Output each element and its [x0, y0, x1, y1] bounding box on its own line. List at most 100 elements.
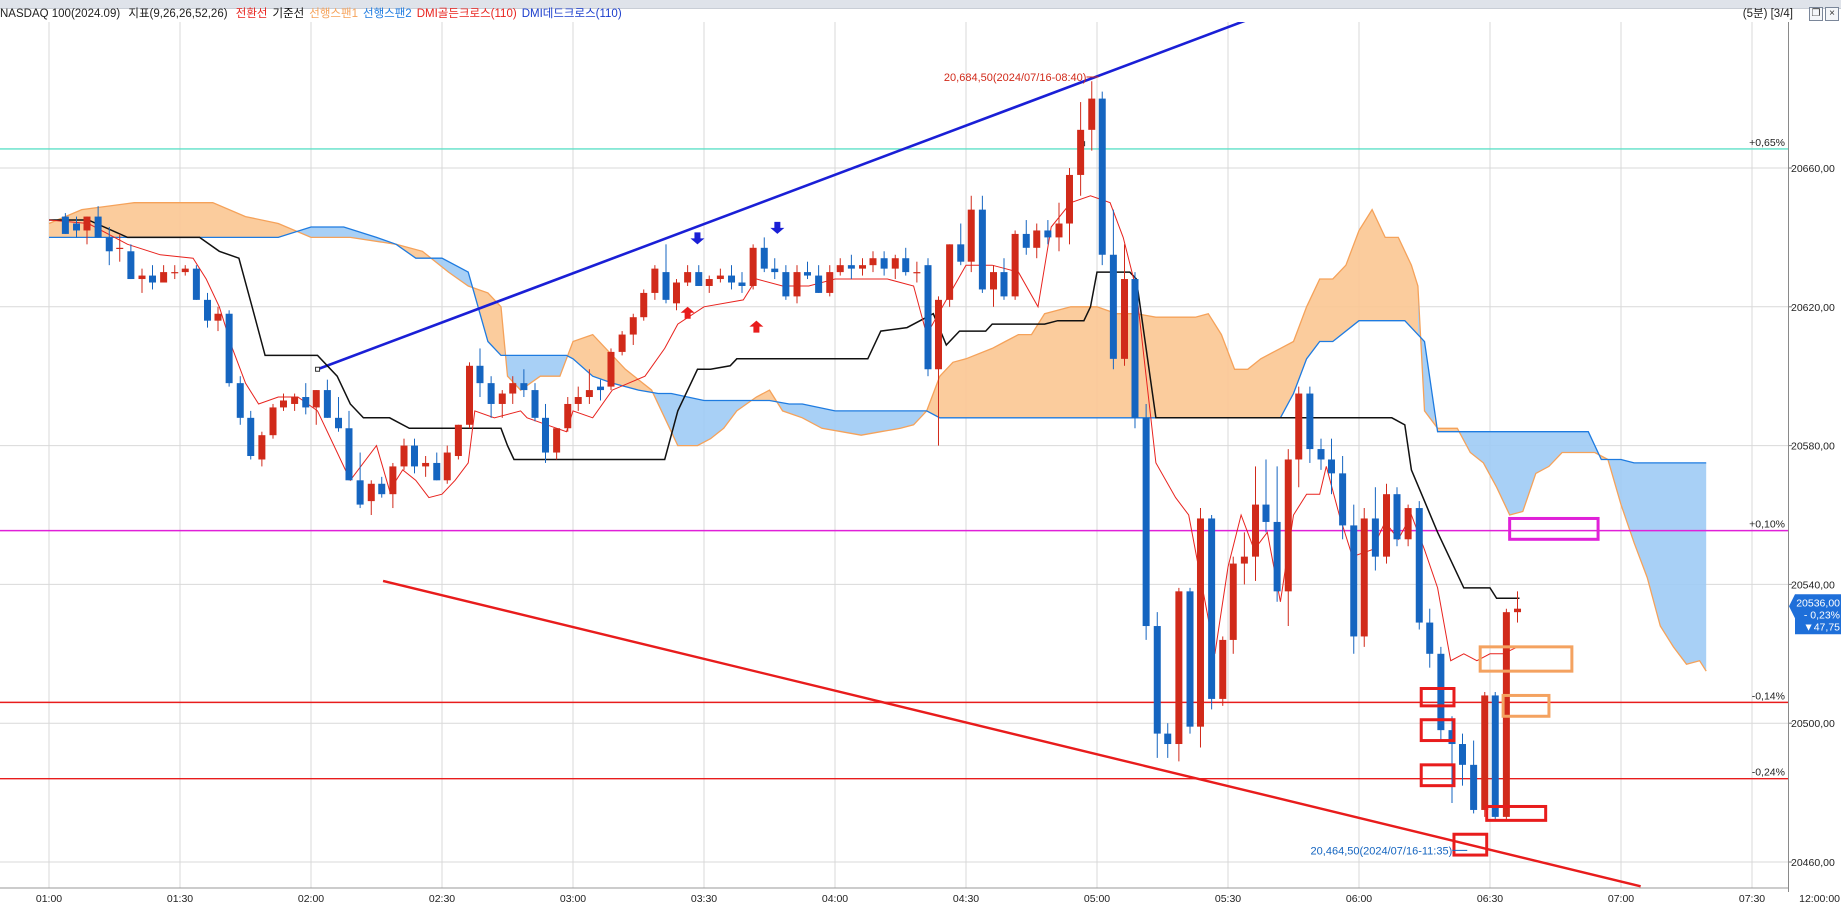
candle-body-73 — [859, 265, 867, 269]
candle-body-124 — [1415, 508, 1423, 623]
candle-body-130 — [1481, 695, 1489, 810]
candle-body-105 — [1208, 518, 1216, 699]
xtick-label-last: 12:00:00 — [1799, 893, 1840, 905]
trendline-up — [317, 22, 1246, 371]
xtick-label-5: 03:30 — [691, 893, 717, 905]
restore-icon[interactable]: ❐ — [1809, 7, 1823, 21]
candle-body-84 — [978, 209, 986, 290]
cloud-segment-15 — [1604, 457, 1707, 672]
highlight-box-4 — [1452, 832, 1489, 857]
signal-arrow-up-2 — [680, 306, 695, 319]
candle-body-27 — [356, 480, 364, 505]
candle-body-82 — [957, 244, 965, 262]
cloud-segment-13 — [1457, 428, 1599, 515]
hline-label-1: +0,10% — [1749, 519, 1785, 531]
cloud-segment-5 — [504, 341, 567, 391]
candle-body-35 — [443, 452, 451, 481]
candle-body-61 — [728, 275, 736, 283]
chart-period-status: (5분) [3/4] — [1742, 8, 1793, 20]
candle-body-6 — [127, 251, 135, 280]
candle-body-4 — [105, 237, 113, 252]
ytick-label-1: 20500,00 — [1791, 718, 1835, 730]
candle-body-44 — [541, 417, 549, 453]
candle-body-19 — [269, 407, 277, 436]
candle-body-79 — [924, 265, 932, 370]
price-annotation-1: 20,464,50(2024/07/16-11:35) — [1311, 845, 1453, 857]
candle-body-30 — [389, 466, 397, 495]
window-buttons: ❐ × — [1809, 7, 1839, 21]
candle-body-5 — [116, 247, 124, 250]
candle-body-7 — [138, 275, 146, 280]
candle-body-1 — [73, 223, 81, 231]
candle-body-63 — [749, 247, 757, 286]
xtick-label-11: 06:30 — [1477, 893, 1503, 905]
candle-body-29 — [378, 483, 386, 495]
candle-body-133 — [1514, 608, 1522, 613]
candle-body-9 — [160, 272, 168, 283]
candle-body-13 — [204, 299, 212, 321]
candle-body-31 — [400, 445, 408, 467]
candle-body-26 — [345, 428, 353, 481]
candle-body-121 — [1383, 494, 1391, 557]
candle-body-56 — [672, 282, 680, 304]
ytick-label-2: 20540,00 — [1791, 579, 1835, 591]
candle-body-67 — [793, 272, 801, 297]
candle-body-91 — [1055, 223, 1063, 238]
close-icon[interactable]: × — [1825, 7, 1839, 21]
highlight-box-6 — [1501, 693, 1551, 718]
xtick-label-10: 06:00 — [1346, 893, 1372, 905]
top-toolbar-strip — [0, 0, 1841, 9]
candle-body-64 — [760, 247, 768, 269]
candle-body-23 — [312, 390, 320, 408]
candle-body-118 — [1350, 525, 1358, 637]
candle-body-45 — [553, 428, 561, 453]
candle-body-3 — [94, 216, 102, 238]
xtick-label-8: 05:00 — [1084, 893, 1110, 905]
candle-body-20 — [279, 400, 287, 408]
senkou-span-b-line — [49, 226, 1707, 464]
candle-body-36 — [454, 424, 462, 457]
legend-item-4: DMI골든크로스(110) — [416, 8, 517, 20]
candle-body-110 — [1262, 504, 1270, 522]
candle-body-39 — [487, 383, 495, 404]
candle-body-112 — [1284, 459, 1292, 592]
candle-body-95 — [1098, 98, 1106, 255]
candle-body-117 — [1339, 473, 1347, 526]
candle-body-32 — [410, 445, 418, 467]
candle-body-100 — [1153, 626, 1161, 734]
candle-body-125 — [1426, 622, 1434, 654]
legend-item-2: 선행스팬1 — [309, 8, 358, 20]
candle-body-47 — [574, 397, 582, 404]
legend-item-3: 선행스팬2 — [362, 8, 412, 20]
highlight-box-2 — [1419, 763, 1456, 788]
xtick-label-13: 07:30 — [1739, 893, 1765, 905]
candle-body-54 — [651, 268, 659, 293]
candle-body-98 — [1131, 279, 1139, 418]
candle-body-96 — [1109, 254, 1117, 359]
highlight-box-5 — [1478, 645, 1574, 673]
candle-body-24 — [323, 390, 331, 418]
candle-body-113 — [1295, 393, 1303, 460]
plot-area: 20,684,50(2024/07/16-08:40) 20,464,50(202… — [0, 22, 1788, 888]
candle-body-88 — [1022, 233, 1030, 248]
candle-body-129 — [1470, 764, 1478, 810]
candle-body-2 — [83, 216, 91, 231]
candle-body-119 — [1360, 518, 1368, 637]
candle-body-21 — [291, 397, 299, 404]
candle-body-38 — [476, 365, 484, 384]
xtick-label-6: 04:00 — [822, 893, 848, 905]
candle-body-92 — [1065, 174, 1073, 224]
candle-body-132 — [1502, 612, 1510, 817]
candle-body-12 — [192, 268, 200, 300]
legend-item-1: 기준선 — [272, 8, 305, 20]
candle-body-50 — [607, 351, 615, 387]
candle-body-75 — [880, 258, 888, 269]
candle-body-37 — [466, 365, 474, 425]
candle-body-86 — [1000, 272, 1008, 297]
candle-body-127 — [1448, 730, 1456, 745]
candle-body-94 — [1088, 98, 1096, 130]
candle-body-43 — [531, 390, 539, 418]
ytick-label-4: 20620,00 — [1791, 302, 1835, 314]
candle-body-93 — [1077, 129, 1085, 175]
